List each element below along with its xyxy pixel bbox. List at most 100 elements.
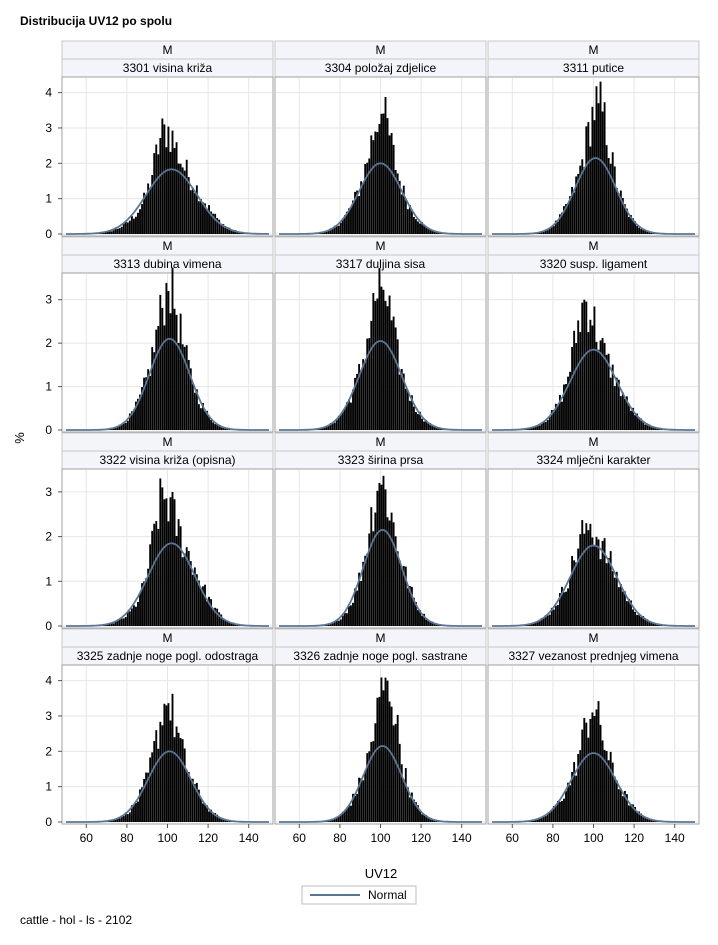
histogram-bar bbox=[603, 342, 606, 430]
histogram-bar bbox=[157, 154, 160, 234]
histogram-bar bbox=[621, 796, 624, 822]
histogram-bar bbox=[193, 567, 196, 626]
histogram-bar bbox=[546, 615, 549, 626]
histogram-bar bbox=[366, 753, 369, 822]
histogram-bar bbox=[106, 624, 109, 626]
footnote: cattle - hol - ls - 2102 bbox=[20, 913, 133, 927]
histogram-bar bbox=[161, 487, 164, 626]
histogram-bar bbox=[191, 384, 194, 430]
histogram-bar bbox=[195, 185, 198, 234]
histogram-bar bbox=[601, 337, 604, 430]
histogram-bar bbox=[429, 423, 432, 430]
histogram-bar bbox=[423, 224, 426, 234]
histogram-bar bbox=[656, 428, 659, 430]
y-tick-label: 0 bbox=[45, 815, 52, 829]
histogram-bar bbox=[159, 294, 162, 430]
histogram-bar bbox=[628, 598, 630, 626]
histogram-bar bbox=[126, 222, 129, 234]
histogram-bar bbox=[634, 806, 636, 822]
histogram-bar bbox=[159, 137, 162, 234]
histogram-bar bbox=[632, 804, 634, 822]
histogram-bar bbox=[331, 819, 334, 822]
histogram-bar bbox=[577, 173, 580, 234]
histogram-bar bbox=[382, 475, 385, 626]
histogram-bar bbox=[619, 584, 622, 626]
histogram-bar bbox=[595, 86, 598, 234]
histogram-bar bbox=[630, 410, 632, 430]
histogram-bar bbox=[548, 417, 551, 430]
histogram-bar bbox=[569, 785, 572, 822]
histogram-bar bbox=[628, 805, 630, 822]
histogram-bar bbox=[386, 517, 389, 626]
panel-group-label: M bbox=[589, 435, 599, 449]
histogram-bar bbox=[153, 741, 156, 822]
histogram-bar bbox=[147, 772, 150, 822]
histogram-bar bbox=[372, 741, 375, 822]
histogram-bar bbox=[181, 167, 184, 234]
histogram-bar bbox=[398, 180, 401, 234]
histogram-bar bbox=[628, 216, 630, 234]
histogram-bar bbox=[601, 111, 604, 234]
normal-curve bbox=[492, 544, 695, 627]
histogram-bar bbox=[153, 352, 156, 430]
y-tick-label: 4 bbox=[45, 86, 52, 100]
histogram-bar bbox=[429, 622, 432, 626]
histogram-bar bbox=[327, 624, 330, 626]
histogram-bar bbox=[587, 737, 590, 822]
histogram-bar bbox=[337, 415, 340, 430]
histogram-bar bbox=[429, 818, 432, 822]
histogram-bar bbox=[362, 183, 365, 234]
histogram-bar bbox=[112, 623, 115, 626]
histogram-bar bbox=[567, 588, 569, 626]
histogram-bar bbox=[431, 425, 434, 430]
histogram-bar bbox=[145, 772, 148, 822]
histogram-bar bbox=[137, 212, 139, 234]
histogram-bar bbox=[110, 820, 113, 822]
histogram-bar bbox=[408, 797, 411, 822]
histogram-bar bbox=[204, 411, 206, 430]
histogram-bar bbox=[214, 424, 217, 430]
histogram-bar bbox=[644, 817, 647, 822]
histogram-bar bbox=[392, 316, 395, 430]
histogram-bar bbox=[388, 701, 391, 822]
histogram-bar bbox=[386, 680, 389, 822]
histogram-bar bbox=[327, 229, 330, 234]
histogram-bar bbox=[135, 606, 137, 626]
panel-trait-label: 3322 visina križa (opisna) bbox=[99, 453, 235, 467]
histogram-bar bbox=[581, 729, 584, 822]
chart-title: Distribucija UV12 po spolu bbox=[20, 14, 173, 28]
histogram-bar bbox=[382, 289, 385, 430]
histogram-bar bbox=[561, 401, 563, 430]
histogram-bar bbox=[195, 782, 198, 822]
histogram-bar bbox=[623, 398, 626, 430]
histogram-bar bbox=[345, 402, 348, 430]
histogram-bar bbox=[646, 818, 649, 822]
y-tick-label: 0 bbox=[45, 423, 52, 437]
histogram-bar bbox=[581, 159, 584, 234]
histogram-bar bbox=[563, 798, 565, 822]
histogram-bar bbox=[421, 615, 423, 626]
histogram-bar bbox=[593, 545, 596, 626]
histogram-bar bbox=[617, 587, 620, 626]
histogram-bar bbox=[378, 696, 381, 822]
histogram-bar bbox=[147, 183, 150, 234]
histogram-bar bbox=[319, 428, 322, 430]
histogram-bar bbox=[149, 757, 152, 822]
histogram-bar bbox=[199, 587, 202, 626]
histogram-bar bbox=[392, 522, 395, 626]
histogram-bar bbox=[589, 146, 592, 234]
y-tick-label: 3 bbox=[45, 709, 52, 723]
histogram-bar bbox=[130, 216, 133, 234]
histogram-bar bbox=[352, 602, 354, 626]
histogram-bar bbox=[412, 597, 415, 626]
histogram-bar bbox=[599, 724, 602, 822]
histogram-bar bbox=[159, 721, 162, 822]
histogram-bar bbox=[556, 221, 559, 234]
histogram-bar bbox=[348, 805, 350, 822]
histogram-bar bbox=[617, 789, 620, 822]
y-tick-label: 4 bbox=[45, 674, 52, 688]
histogram-bar bbox=[368, 158, 371, 234]
histogram-bar bbox=[177, 732, 180, 822]
histogram-bar bbox=[415, 219, 417, 234]
histogram-bar bbox=[396, 339, 399, 430]
